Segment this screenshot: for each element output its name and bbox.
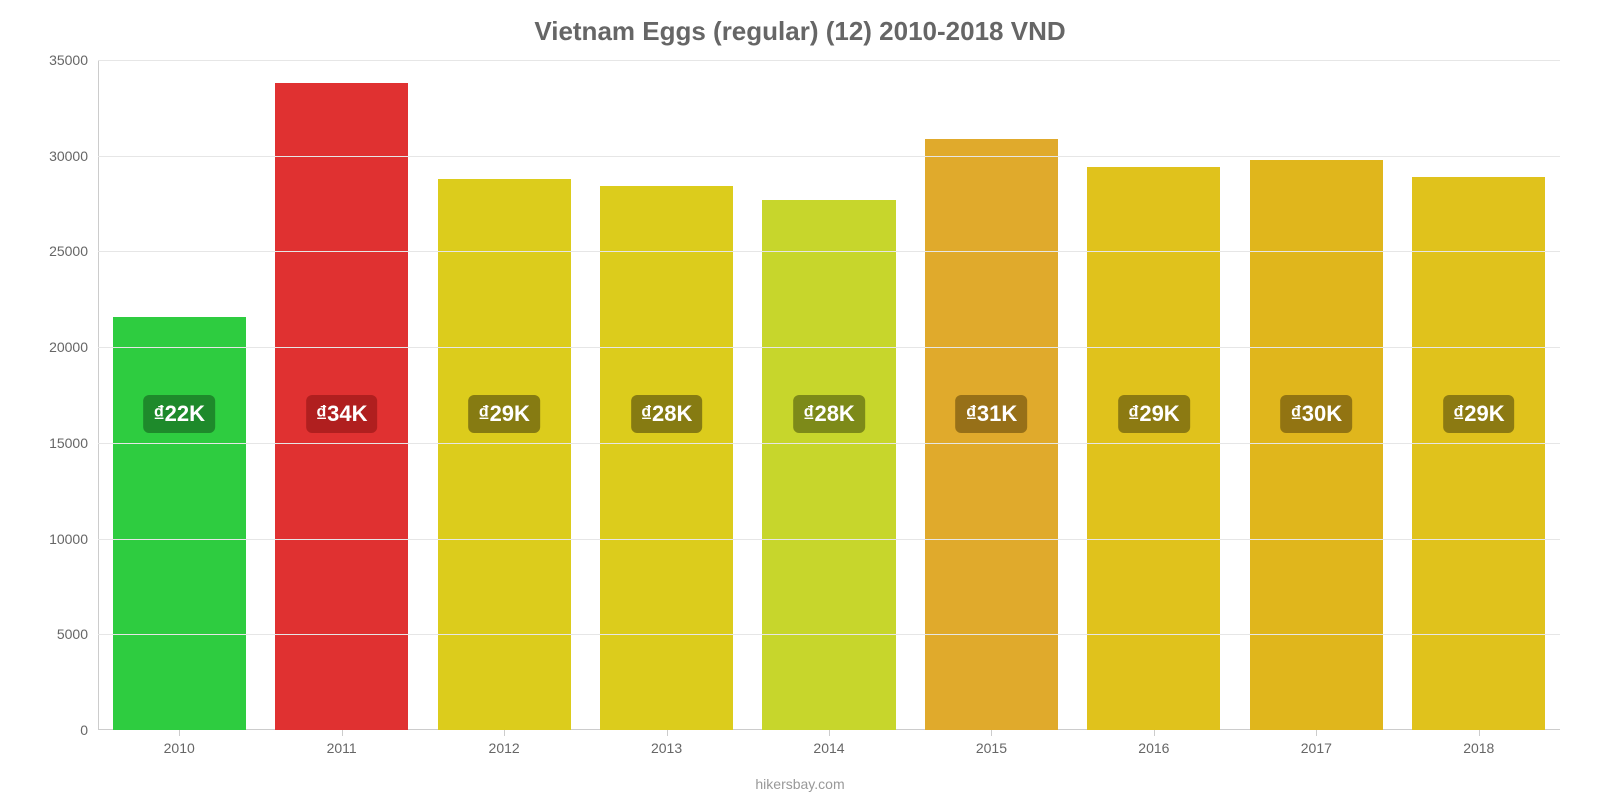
bars-layer: ₫22K ₫34K ₫29K ₫28K ₫28K ₫31K ₫29K ₫30K ₫29K xyxy=(98,60,1560,730)
bar xyxy=(762,200,895,730)
bar-data-label: ₫29K xyxy=(1443,395,1515,433)
x-tick-label: 2015 xyxy=(976,740,1007,756)
grid-line xyxy=(98,156,1560,157)
attribution-text: hikersbay.com xyxy=(755,776,844,792)
x-tick xyxy=(991,730,992,736)
grid-line xyxy=(98,347,1560,348)
x-tick xyxy=(667,730,668,736)
grid-line xyxy=(98,539,1560,540)
x-tick xyxy=(1479,730,1480,736)
bar xyxy=(1412,177,1545,730)
x-tick-label: 2018 xyxy=(1463,740,1494,756)
x-tick xyxy=(179,730,180,736)
x-tick-label: 2011 xyxy=(327,740,357,756)
y-tick-label: 5000 xyxy=(8,626,88,642)
y-tick-label: 10000 xyxy=(8,531,88,547)
y-tick-label: 0 xyxy=(8,722,88,738)
bar xyxy=(113,317,246,730)
y-tick-label: 15000 xyxy=(8,435,88,451)
bar-data-label: ₫22K xyxy=(143,395,215,433)
x-tick xyxy=(342,730,343,736)
x-tick-label: 2010 xyxy=(164,740,195,756)
chart-title: Vietnam Eggs (regular) (12) 2010-2018 VN… xyxy=(0,0,1600,47)
plot-area: ₫22K₫34K₫29K₫28K₫28K₫31K₫29K₫30K₫29K 050… xyxy=(98,60,1560,730)
y-tick-label: 25000 xyxy=(8,243,88,259)
grid-line xyxy=(98,443,1560,444)
x-tick xyxy=(504,730,505,736)
x-tick-label: 2013 xyxy=(651,740,682,756)
bar xyxy=(1250,160,1383,730)
grid-line xyxy=(98,251,1560,252)
x-tick-label: 2014 xyxy=(813,740,844,756)
grid-line xyxy=(98,60,1560,61)
bar-data-label: ₫28K xyxy=(793,395,865,433)
bar xyxy=(438,179,571,730)
x-tick-label: 2017 xyxy=(1301,740,1332,756)
x-tick-label: 2016 xyxy=(1138,740,1169,756)
bar-data-label: ₫29K xyxy=(1118,395,1190,433)
y-tick-label: 35000 xyxy=(8,52,88,68)
bar-data-label: ₫28K xyxy=(631,395,703,433)
bar xyxy=(600,186,733,730)
x-tick xyxy=(829,730,830,736)
bar-data-label: ₫29K xyxy=(468,395,540,433)
chart-container: Vietnam Eggs (regular) (12) 2010-2018 VN… xyxy=(0,0,1600,800)
y-tick-label: 30000 xyxy=(8,148,88,164)
y-tick-label: 20000 xyxy=(8,339,88,355)
bar-data-label: ₫30K xyxy=(1281,395,1353,433)
bar xyxy=(925,139,1058,731)
x-tick xyxy=(1316,730,1317,736)
x-tick-label: 2012 xyxy=(489,740,520,756)
grid-line xyxy=(98,634,1560,635)
x-tick xyxy=(1154,730,1155,736)
bar-data-label: ₫34K xyxy=(306,395,378,433)
bar-data-label: ₫31K xyxy=(956,395,1028,433)
